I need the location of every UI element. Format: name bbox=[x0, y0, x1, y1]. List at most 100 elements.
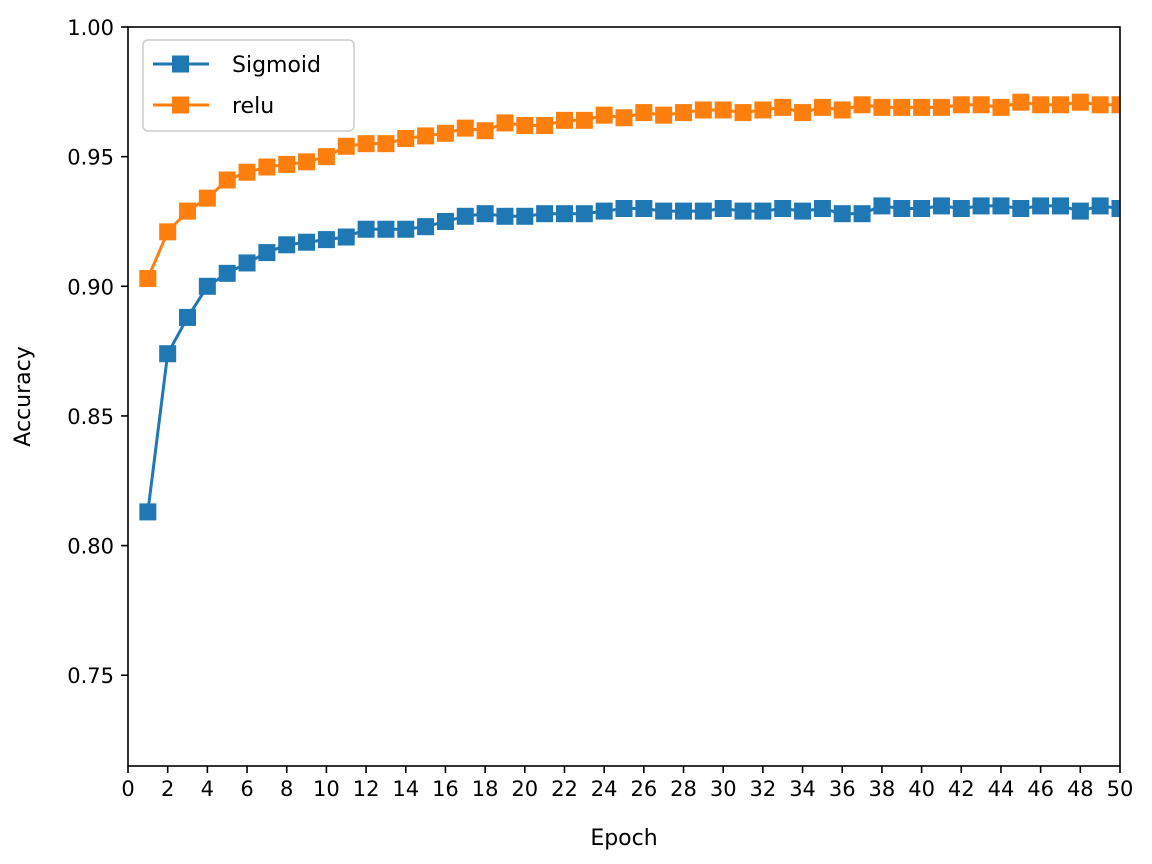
data-point-relu bbox=[179, 202, 197, 220]
axes: 0 2 4 6 8 10 12 14 16 18 20 22 24 26 28 30 32 34 36 38 40 42 4… bbox=[67, 16, 1133, 801]
data-point-relu bbox=[456, 119, 474, 137]
x-tick-label: 48 bbox=[1067, 777, 1094, 801]
data-point-relu bbox=[476, 122, 494, 140]
data-point-relu bbox=[1051, 96, 1069, 114]
data-point-sigmoid bbox=[417, 218, 435, 236]
x-tick-label: 42 bbox=[948, 777, 975, 801]
data-point-sigmoid bbox=[575, 205, 593, 223]
x-tick-label: 50 bbox=[1107, 777, 1134, 801]
data-point-relu bbox=[734, 104, 752, 122]
data-point-relu bbox=[516, 117, 534, 135]
data-point-relu bbox=[893, 98, 911, 116]
data-point-relu bbox=[536, 117, 554, 135]
x-tick-label: 22 bbox=[551, 777, 578, 801]
data-point-sigmoid bbox=[893, 200, 911, 218]
data-point-sigmoid bbox=[397, 220, 415, 238]
data-point-relu bbox=[694, 101, 712, 119]
data-point-relu bbox=[754, 101, 772, 119]
data-point-sigmoid bbox=[694, 202, 712, 220]
x-tick-label: 4 bbox=[201, 777, 214, 801]
data-point-sigmoid bbox=[159, 345, 177, 363]
data-point-sigmoid bbox=[198, 277, 216, 295]
data-point-sigmoid bbox=[1032, 197, 1050, 215]
y-tick-label: 0.85 bbox=[67, 405, 114, 429]
data-point-relu bbox=[615, 109, 633, 127]
data-point-relu bbox=[298, 153, 316, 171]
data-point-sigmoid bbox=[238, 254, 256, 272]
data-point-sigmoid bbox=[813, 200, 831, 218]
data-point-sigmoid bbox=[595, 202, 613, 220]
data-point-sigmoid bbox=[992, 197, 1010, 215]
series-relu bbox=[139, 93, 1120, 288]
x-tick-label: 8 bbox=[280, 777, 293, 801]
legend-marker-relu bbox=[172, 96, 189, 114]
y-tick-label: 0.75 bbox=[67, 664, 114, 688]
data-point-sigmoid bbox=[476, 205, 494, 223]
x-tick-label: 24 bbox=[591, 777, 618, 801]
data-point-relu bbox=[853, 96, 871, 114]
data-point-sigmoid bbox=[536, 205, 554, 223]
data-point-relu bbox=[1091, 96, 1109, 114]
data-point-sigmoid bbox=[179, 308, 197, 326]
data-point-relu bbox=[675, 104, 693, 122]
data-point-sigmoid bbox=[258, 244, 276, 262]
x-tick-label: 18 bbox=[472, 777, 499, 801]
axes-frame bbox=[127, 26, 1121, 767]
legend: Sigmoid relu bbox=[142, 39, 355, 132]
data-point-sigmoid bbox=[555, 205, 573, 223]
y-tick-label: 1.00 bbox=[67, 16, 114, 40]
x-axis-label: Epoch bbox=[590, 826, 657, 851]
x-tick-label: 34 bbox=[789, 777, 816, 801]
data-point-sigmoid bbox=[456, 207, 474, 225]
data-point-relu bbox=[595, 106, 613, 124]
data-point-relu bbox=[159, 223, 177, 241]
data-point-sigmoid bbox=[913, 200, 931, 218]
data-point-sigmoid bbox=[278, 236, 296, 254]
legend-label-relu: relu bbox=[232, 94, 274, 119]
data-point-relu bbox=[794, 104, 812, 122]
data-point-relu bbox=[873, 98, 891, 116]
data-point-relu bbox=[833, 101, 851, 119]
data-point-relu bbox=[1071, 93, 1089, 111]
data-point-relu bbox=[139, 270, 157, 288]
data-point-relu bbox=[357, 135, 375, 153]
data-point-sigmoid bbox=[317, 231, 335, 249]
data-point-relu bbox=[377, 135, 395, 153]
data-point-relu bbox=[258, 158, 276, 176]
data-point-relu bbox=[952, 96, 970, 114]
data-point-relu bbox=[575, 111, 593, 129]
data-point-relu bbox=[278, 155, 296, 173]
x-tick-label: 10 bbox=[313, 777, 340, 801]
data-point-relu bbox=[1012, 93, 1030, 111]
data-point-sigmoid bbox=[1071, 202, 1089, 220]
data-point-sigmoid bbox=[635, 200, 653, 218]
y-tick-label: 0.80 bbox=[67, 535, 114, 559]
x-tick-label: 6 bbox=[240, 777, 253, 801]
data-point-relu bbox=[317, 148, 335, 166]
data-point-sigmoid bbox=[298, 233, 316, 251]
x-tick-label: 2 bbox=[161, 777, 174, 801]
data-point-relu bbox=[992, 98, 1010, 116]
x-tick-label: 32 bbox=[750, 777, 777, 801]
y-tick-label: 0.90 bbox=[67, 275, 114, 299]
data-point-relu bbox=[496, 114, 514, 132]
data-point-sigmoid bbox=[1012, 200, 1030, 218]
series-sigmoid bbox=[139, 197, 1120, 521]
x-tick-label: 40 bbox=[908, 777, 935, 801]
data-point-relu bbox=[774, 98, 792, 116]
data-point-relu bbox=[635, 104, 653, 122]
data-point-relu bbox=[813, 98, 831, 116]
data-point-sigmoid bbox=[357, 220, 375, 238]
data-point-sigmoid bbox=[952, 200, 970, 218]
legend-label-sigmoid: Sigmoid bbox=[232, 53, 321, 78]
x-tick-label: 38 bbox=[869, 777, 896, 801]
data-point-relu bbox=[1032, 96, 1050, 114]
data-point-sigmoid bbox=[873, 197, 891, 215]
data-point-sigmoid bbox=[714, 200, 732, 218]
x-tick-label: 0 bbox=[121, 777, 134, 801]
data-point-relu bbox=[417, 127, 435, 145]
data-point-sigmoid bbox=[853, 205, 871, 223]
data-point-sigmoid bbox=[1091, 197, 1109, 215]
data-point-sigmoid bbox=[794, 202, 812, 220]
